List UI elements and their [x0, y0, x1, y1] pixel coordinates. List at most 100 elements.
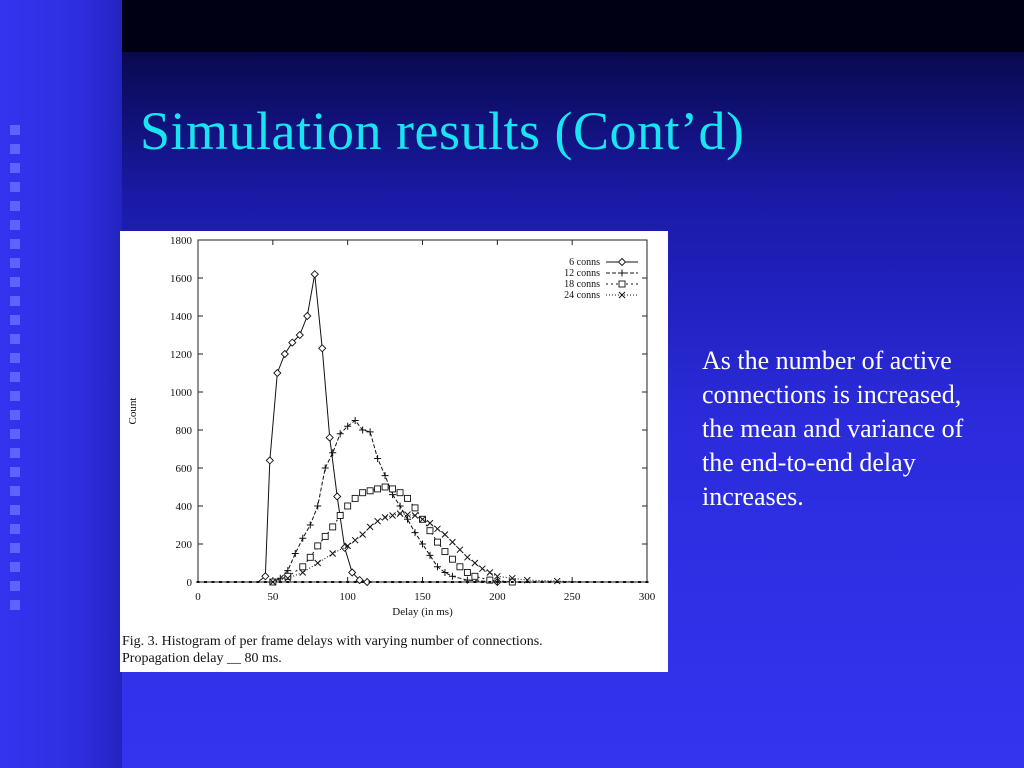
data-point	[441, 548, 449, 556]
data-point	[291, 550, 299, 557]
data-point	[404, 511, 411, 518]
decor-square	[10, 429, 20, 439]
data-point	[284, 572, 292, 580]
data-point	[374, 517, 381, 525]
data-point	[306, 553, 314, 561]
decor-square	[10, 182, 20, 192]
x-tick-label: 100	[339, 591, 356, 603]
data-point	[366, 428, 374, 436]
decor-square	[10, 562, 20, 572]
data-point	[310, 270, 319, 279]
data-point	[411, 512, 419, 519]
data-point	[314, 502, 322, 510]
decor-square	[10, 486, 20, 496]
series-line	[198, 419, 647, 583]
legend-label: 24 conns	[564, 290, 600, 301]
series-6-conns	[198, 270, 647, 587]
figure-panel: 0 200 400 600 800 1000 1200 1400 1600 1800 0 50 100 1…	[120, 231, 668, 672]
data-point	[351, 494, 359, 502]
y-tick-label: 1800	[170, 235, 193, 247]
data-point	[426, 527, 434, 535]
data-point	[299, 563, 307, 571]
data-point	[351, 417, 359, 424]
decor-square	[10, 391, 20, 401]
y-tick-label: 0	[187, 577, 193, 589]
data-point	[404, 494, 411, 502]
data-point	[325, 433, 334, 442]
data-point	[288, 338, 297, 347]
data-point	[314, 542, 322, 550]
y-tick-label: 1200	[170, 349, 193, 361]
decor-square	[10, 125, 20, 135]
x-tick-label: 250	[564, 591, 581, 603]
data-point	[303, 311, 312, 321]
data-point	[362, 577, 372, 587]
data-point	[433, 563, 441, 571]
decor-square	[10, 315, 20, 325]
data-point	[374, 485, 382, 493]
data-point	[329, 523, 337, 531]
data-point	[396, 510, 404, 517]
decor-square	[10, 600, 20, 610]
decor-square	[10, 467, 20, 477]
data-point	[396, 489, 404, 497]
data-point	[434, 525, 441, 533]
legend-label: 12 conns	[564, 268, 600, 279]
y-tick-label: 1600	[170, 273, 193, 285]
data-point	[261, 572, 270, 581]
data-point	[618, 269, 626, 277]
x-tick-label: 200	[489, 591, 506, 603]
data-point	[284, 574, 292, 582]
data-point	[396, 502, 404, 510]
histogram-chart: 0 200 400 600 800 1000 1200 1400 1600 1800 0 50 100 1…	[127, 235, 656, 618]
x-tick-label: 300	[639, 591, 656, 603]
data-point	[381, 472, 389, 480]
decor-square	[10, 410, 20, 420]
data-point	[329, 550, 337, 557]
x-tick-label: 0	[195, 591, 201, 603]
series-12-conns	[198, 417, 647, 586]
x-tick-label: 50	[267, 591, 279, 603]
data-point	[295, 330, 304, 340]
left-decoration-bar	[0, 0, 122, 768]
data-point	[336, 430, 344, 438]
decor-square	[10, 258, 20, 268]
decor-square	[10, 505, 20, 515]
data-point	[471, 572, 479, 580]
data-point	[464, 553, 471, 561]
data-point	[351, 536, 359, 544]
data-point	[426, 551, 434, 559]
data-point	[381, 514, 389, 521]
data-point	[441, 531, 449, 538]
data-point	[336, 512, 344, 519]
data-point	[344, 422, 352, 430]
data-point	[344, 542, 352, 550]
decor-square	[10, 448, 20, 458]
decor-square	[10, 277, 20, 287]
data-point	[359, 426, 367, 434]
decor-square	[10, 524, 20, 534]
caption-line-1: Fig. 3. Histogram of per frame delays wi…	[122, 634, 543, 649]
data-point	[321, 464, 329, 472]
data-point	[618, 280, 626, 288]
decor-square	[10, 372, 20, 382]
y-tick-label: 600	[176, 463, 193, 475]
data-point	[479, 565, 486, 573]
data-point	[617, 257, 627, 267]
decor-square	[10, 353, 20, 363]
data-point	[618, 291, 626, 299]
data-point	[486, 576, 494, 584]
figure-caption: Fig. 3. Histogram of per frame delays wi…	[122, 633, 668, 667]
data-point	[265, 456, 274, 465]
caption-line-2: Propagation delay __ 80 ms.	[122, 651, 282, 666]
data-point	[419, 515, 426, 523]
decor-square	[10, 239, 20, 249]
slide-body-text: As the number of active connections is i…	[702, 346, 964, 511]
x-tick-label: 150	[414, 591, 431, 603]
data-point	[299, 569, 307, 576]
y-tick-label: 400	[176, 501, 193, 513]
decor-square	[10, 201, 20, 211]
data-point	[404, 515, 412, 523]
data-point	[344, 502, 352, 510]
data-point	[523, 576, 531, 584]
